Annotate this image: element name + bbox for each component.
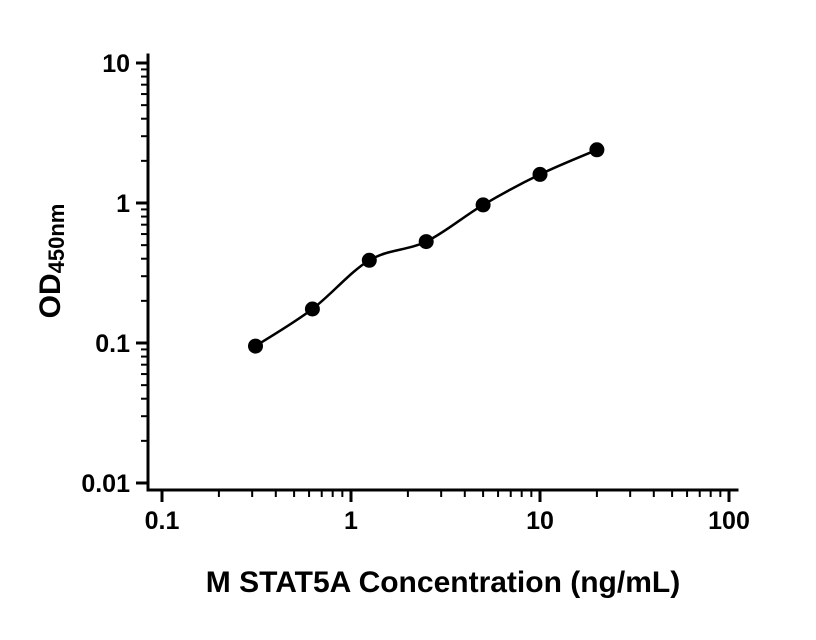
- data-point: [475, 197, 491, 213]
- y-tick-label: 1: [116, 190, 130, 218]
- data-point: [418, 234, 434, 250]
- x-axis-title: M STAT5A Concentration (ng/mL): [205, 566, 681, 599]
- y-axis-title-main: OD: [34, 273, 67, 319]
- data-point: [532, 166, 548, 182]
- data-point: [248, 338, 263, 354]
- data-point: [589, 142, 605, 158]
- y-axis-title: OD450nm: [34, 204, 70, 319]
- x-tick-label: 1: [344, 507, 358, 535]
- x-tick-label: 10: [526, 507, 554, 535]
- y-tick-label: 0.1: [95, 330, 130, 358]
- y-axis-title-subscript: 450nm: [44, 203, 69, 274]
- data-point: [361, 252, 377, 268]
- x-tick-label: 0.1: [145, 507, 180, 535]
- x-tick-label: 100: [708, 507, 750, 535]
- axis-spines: [146, 53, 739, 492]
- data-point: [304, 301, 320, 317]
- y-tick-label: 10: [102, 50, 130, 78]
- y-tick-label: 0.01: [81, 470, 130, 498]
